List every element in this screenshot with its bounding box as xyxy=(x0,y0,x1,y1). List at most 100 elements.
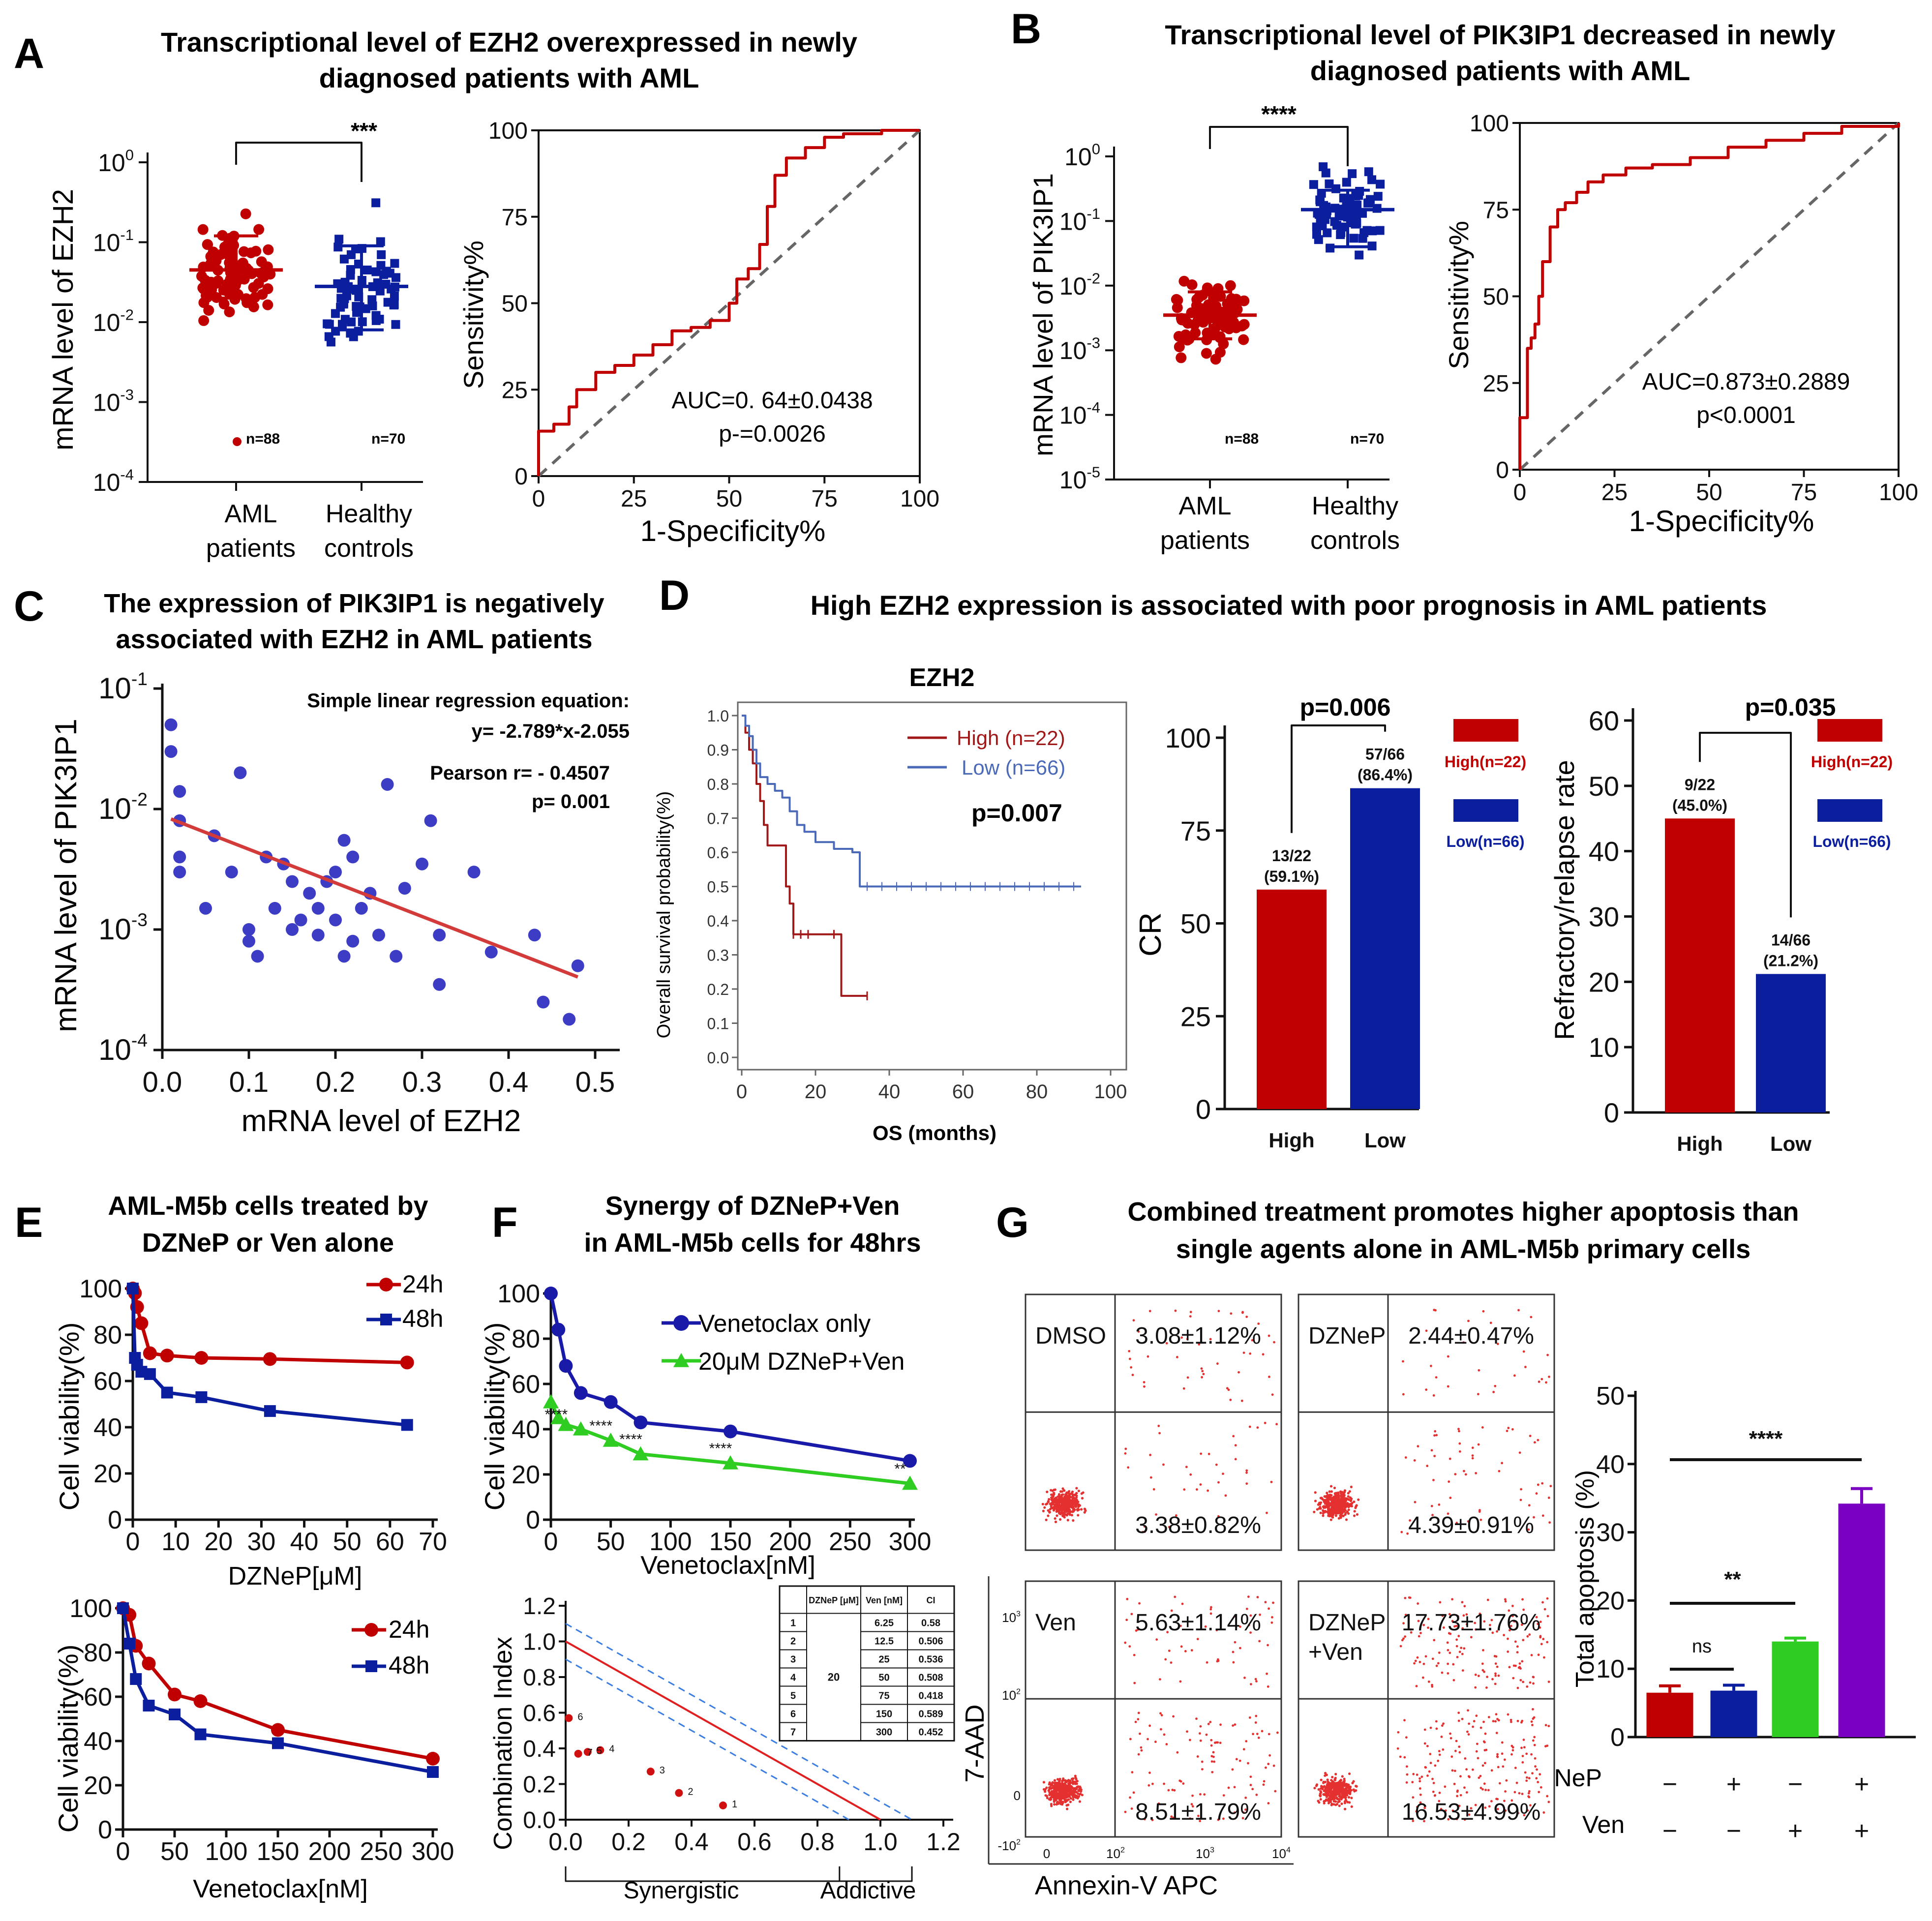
flow-event-live xyxy=(1071,1497,1074,1501)
ci-table-frame xyxy=(779,1585,955,1741)
flow-event-live xyxy=(1353,1510,1356,1513)
flow-event-early xyxy=(1498,1470,1501,1472)
flow-event-live xyxy=(1339,1498,1342,1501)
panel-e-bottom-legend-48h: 48h xyxy=(389,1651,429,1679)
flow-event-early xyxy=(1509,1720,1512,1723)
g-dznep-sign: − xyxy=(1662,1770,1677,1799)
a-roc-xtick-label: 100 xyxy=(900,486,939,512)
flow-event-late xyxy=(1232,1661,1235,1664)
flow-xtick-label: 0 xyxy=(1043,1846,1050,1861)
flow-event-late xyxy=(1462,1341,1465,1344)
e-bottom-series-0-point xyxy=(168,1687,181,1702)
ci-point xyxy=(565,1714,573,1722)
a-scatter-healthy-point xyxy=(334,235,344,244)
a-scatter-healthy-point xyxy=(377,250,386,259)
flow-event-live xyxy=(1335,1784,1338,1787)
flow-event-live xyxy=(1317,1800,1320,1802)
flow-event-live xyxy=(1054,1797,1057,1801)
flow-event-late xyxy=(1216,1658,1219,1661)
km-ytick-label: 0.9 xyxy=(707,742,729,759)
flow-event-early xyxy=(1546,1795,1549,1798)
flow-event-late xyxy=(1182,1387,1185,1390)
flow-event-early xyxy=(1517,1812,1520,1815)
flow-event-live xyxy=(1076,1509,1079,1512)
flow-event-early xyxy=(1449,1457,1451,1460)
f-top-ytick-label: 80 xyxy=(512,1325,540,1353)
flow-event-early xyxy=(1519,1499,1522,1501)
flow-event-early xyxy=(1531,1772,1534,1775)
flow-event-late xyxy=(1461,1601,1464,1604)
panel-a-roc-xlabel: 1-Specificity% xyxy=(640,514,826,547)
flow-event-early xyxy=(1252,1733,1255,1736)
flow-event-late xyxy=(1427,1626,1429,1629)
flow-event-late xyxy=(1453,1625,1456,1628)
flow-event-late xyxy=(1435,1664,1438,1667)
flow-event-live xyxy=(1327,1780,1329,1783)
flow-event-live xyxy=(1047,1509,1050,1512)
flow-event-early xyxy=(1208,1453,1210,1455)
flow-event-early xyxy=(1515,1781,1518,1784)
flow-event-live xyxy=(1331,1503,1334,1506)
a-scatter-healthy-point xyxy=(323,319,332,329)
flow-event-late xyxy=(1206,1661,1208,1664)
c-point xyxy=(433,978,446,991)
flow-event-early xyxy=(1238,1759,1241,1762)
flow-event-late xyxy=(1404,1614,1407,1617)
flow-event-live xyxy=(1329,1485,1333,1488)
flow-event-late xyxy=(1455,1645,1458,1648)
a-scatter-healthy-point xyxy=(389,300,398,309)
flow-event-early xyxy=(1475,1750,1478,1753)
c-xtick-label: 0.5 xyxy=(575,1066,615,1098)
flow-event-live xyxy=(1339,1779,1342,1782)
a-scatter-aml-point xyxy=(197,224,209,235)
flow-event-live xyxy=(1058,1784,1061,1787)
flow-event-live xyxy=(1057,1507,1060,1510)
ci-point xyxy=(583,1748,592,1756)
flow-event-late xyxy=(1409,1628,1412,1631)
ci-table-ven: 50 xyxy=(878,1672,889,1683)
panel-d-km-title: EZH2 xyxy=(909,663,975,692)
c-point xyxy=(537,995,550,1009)
flow-event-early xyxy=(1234,1458,1237,1461)
flow-event-early xyxy=(1483,1762,1486,1765)
flow-event-live xyxy=(1350,1805,1353,1808)
flow-event-live xyxy=(1353,1500,1356,1503)
flow-event-live xyxy=(1350,1504,1353,1507)
flow-event-early xyxy=(1506,1430,1509,1432)
flow-event-late xyxy=(1513,1374,1516,1377)
flow-event-late xyxy=(1425,1388,1428,1391)
flow-event-early xyxy=(1449,1497,1452,1499)
flow-event-early xyxy=(1511,1749,1514,1752)
flow-event-early xyxy=(1463,1786,1466,1789)
flow-event-live xyxy=(1064,1497,1068,1500)
flow-event-early xyxy=(1242,1811,1245,1814)
flow-event-late xyxy=(1546,1615,1549,1618)
flow-event-early xyxy=(1438,1792,1441,1794)
flow-event-early xyxy=(1531,1724,1534,1726)
c-point xyxy=(433,929,446,942)
a-roc-xtick-label: 75 xyxy=(812,486,838,512)
flow-event-late xyxy=(1209,1608,1212,1611)
flow-event-early xyxy=(1143,1525,1146,1528)
panel-d-title: High EZH2 expression is associated with … xyxy=(811,590,1767,621)
km-ytick-label: 0.8 xyxy=(707,776,729,793)
cr-ytick-label: 0 xyxy=(1196,1094,1211,1125)
flow-event-early xyxy=(1455,1522,1458,1524)
flow-event-early xyxy=(1267,1763,1270,1766)
b-scatter-healthy-point xyxy=(1349,234,1358,243)
flow-event-live xyxy=(1338,1795,1341,1798)
flow-event-early xyxy=(1245,1482,1248,1485)
flow-event-early xyxy=(1478,1510,1481,1513)
flow-event-live xyxy=(1323,1800,1326,1803)
ci-point xyxy=(646,1768,655,1776)
km-ytick-label: 0.1 xyxy=(707,1015,729,1033)
flow-event-live xyxy=(1337,1491,1340,1494)
flow-event-early xyxy=(1262,1783,1265,1786)
a-roc-xtick-label: 50 xyxy=(716,486,742,512)
flow-event-late xyxy=(1509,1624,1512,1627)
c-point xyxy=(355,901,368,915)
flow-event-live xyxy=(1329,1518,1332,1521)
ci-additivity-line xyxy=(565,1640,881,1821)
flow-event-late xyxy=(1251,1339,1254,1342)
flow-event-live xyxy=(1075,1778,1078,1781)
